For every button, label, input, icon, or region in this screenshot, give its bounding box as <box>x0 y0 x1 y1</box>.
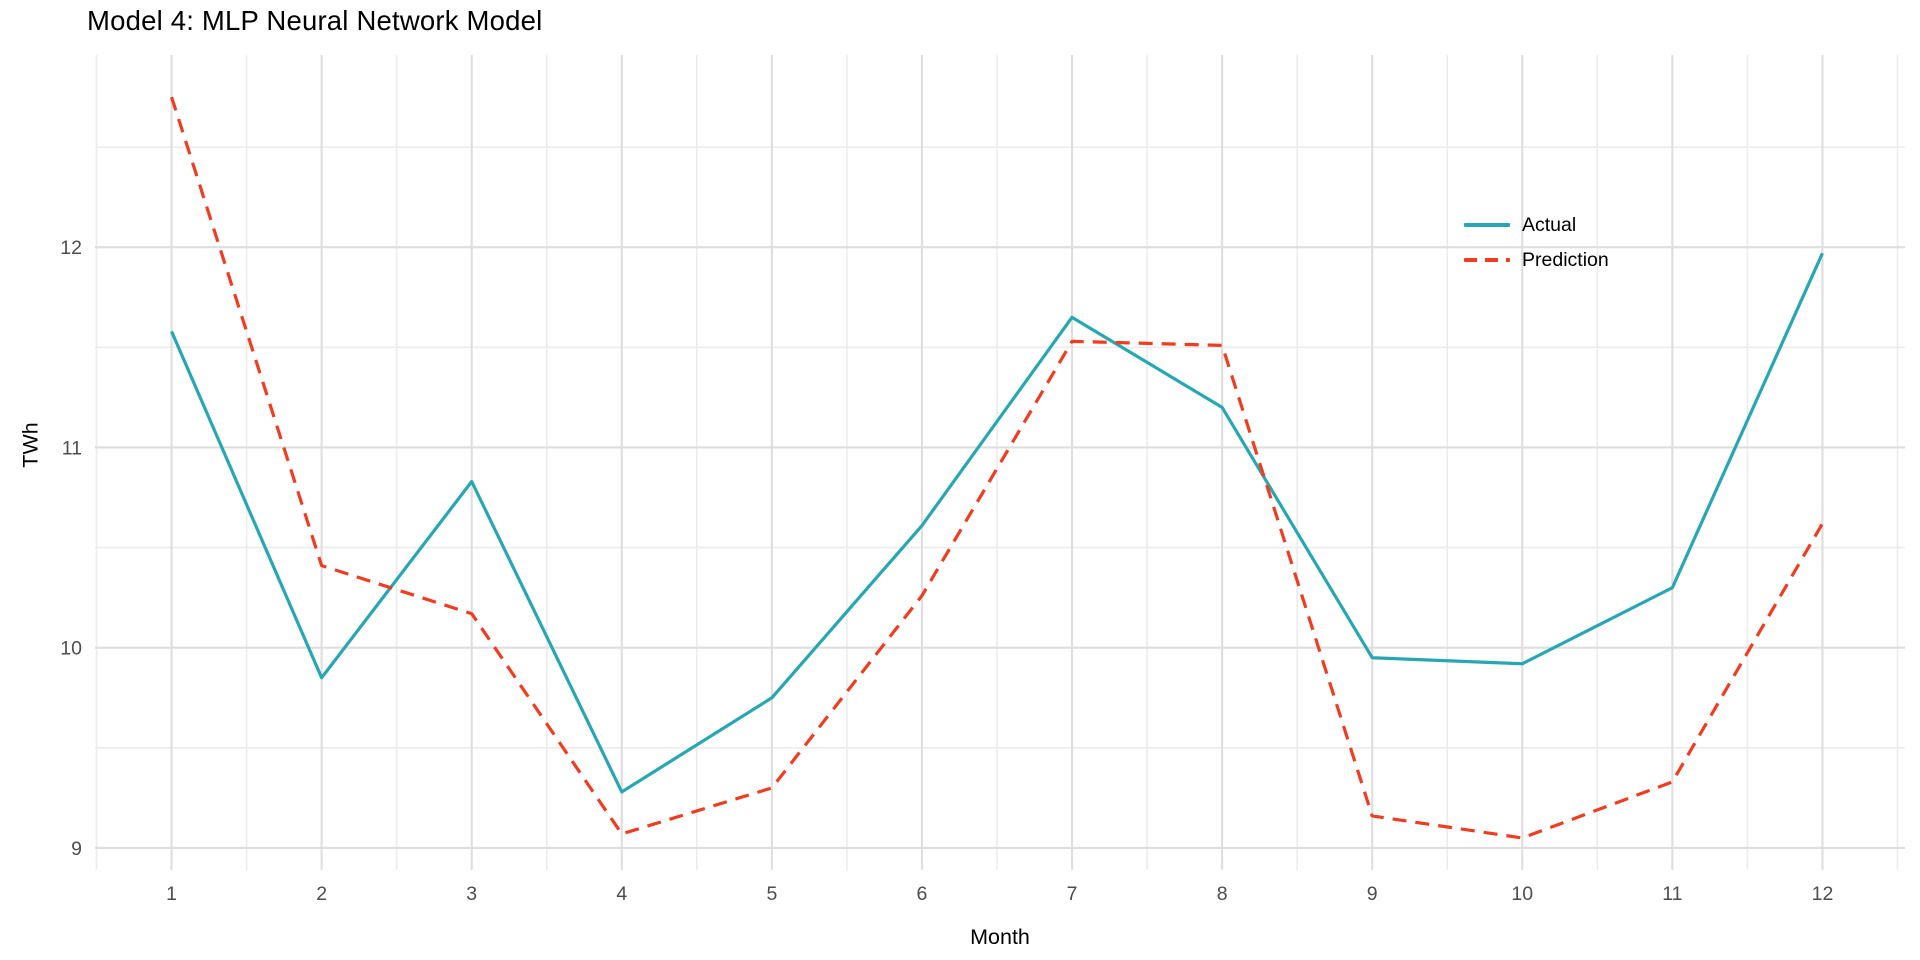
x-tick-label: 1 <box>166 883 177 905</box>
y-tick-label: 10 <box>60 638 82 660</box>
x-tick-label: 7 <box>1067 883 1078 905</box>
chart-title: Model 4: MLP Neural Network Model <box>87 5 543 36</box>
y-tick-label: 9 <box>71 838 82 860</box>
x-axis-title: Month <box>970 925 1030 949</box>
x-tick-label: 2 <box>316 883 327 905</box>
legend: Actual Prediction <box>1464 214 1609 284</box>
series-line-actual <box>170 252 1824 794</box>
legend-item-actual: Actual <box>1464 214 1609 236</box>
x-tick-label: 10 <box>1511 883 1533 905</box>
x-tick-label: 4 <box>616 883 627 905</box>
x-tick-label: 3 <box>466 883 477 905</box>
x-tick-label: 6 <box>917 883 928 905</box>
legend-item-prediction: Prediction <box>1464 249 1609 271</box>
x-tick-label: 11 <box>1662 883 1682 905</box>
y-tick-label: 11 <box>62 437 82 459</box>
x-tick-label: 8 <box>1217 883 1228 905</box>
x-tick-label: 5 <box>766 883 777 905</box>
x-tick-label: 12 <box>1812 883 1834 905</box>
x-tick-label: 9 <box>1367 883 1378 905</box>
legend-swatch-dashed-line <box>1464 258 1510 262</box>
legend-item-label: Actual <box>1522 213 1577 236</box>
series-line-prediction <box>170 96 1824 840</box>
y-tick-label: 12 <box>60 237 82 259</box>
legend-item-label: Prediction <box>1522 248 1609 271</box>
y-axis-title: TWh <box>18 422 43 468</box>
legend-swatch-solid-line <box>1464 223 1510 227</box>
